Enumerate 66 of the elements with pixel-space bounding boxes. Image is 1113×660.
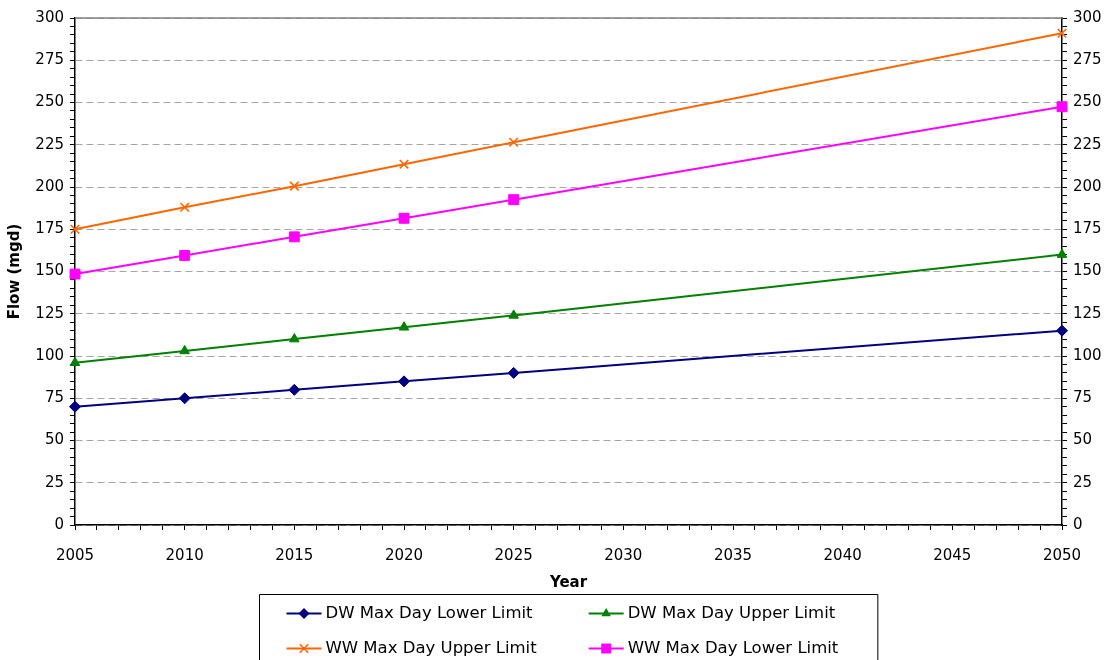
point (1056, 28, 1068, 39)
point (288, 231, 300, 243)
x-axis-title: Year (548, 572, 588, 591)
y-tick-label: 300 (35, 7, 64, 26)
legend-label: DW Max Day Upper Limit (627, 602, 836, 622)
point (69, 268, 81, 280)
point (289, 333, 300, 343)
x-tick-label: 2005 (55, 545, 95, 564)
x-tick-label: 2025 (494, 545, 533, 564)
point (508, 137, 519, 148)
y2-tick-label: 50 (1073, 430, 1093, 449)
x-tick-label: 2035 (713, 545, 753, 564)
y-tick-label: 200 (35, 176, 64, 195)
x-tick-label: 2030 (604, 545, 643, 564)
point (398, 375, 410, 388)
y-tick-label: 175 (35, 219, 64, 238)
point (398, 159, 410, 170)
y2-tick-label: 225 (1073, 134, 1102, 153)
y-tick-label: 250 (35, 92, 64, 111)
y2-tick-label: 100 (1073, 345, 1102, 364)
point (507, 366, 520, 379)
y2-tick-label: 275 (1073, 50, 1102, 69)
y2-tick-label: 150 (1073, 261, 1102, 280)
x-tick-label: 2050 (1042, 545, 1082, 564)
y2-tick-label: 250 (1073, 92, 1102, 111)
point (69, 224, 81, 235)
x-tick-label: 2015 (275, 545, 314, 564)
point (1056, 324, 1068, 337)
y2-tick-label: 300 (1073, 7, 1102, 26)
point (179, 250, 191, 261)
y-tick-label: 75 (44, 388, 64, 407)
x-tick-label: 2045 (933, 545, 972, 564)
point (508, 309, 519, 319)
point (289, 181, 300, 192)
point (398, 321, 410, 331)
legend-label: DW Max Day Lower Limit (325, 602, 534, 622)
y-tick-label: 100 (35, 345, 64, 364)
y-axis-title: Flow (mgd) (4, 223, 23, 320)
x-tick-label: 2020 (384, 545, 424, 564)
y2-tick-label: 125 (1073, 303, 1102, 322)
y-tick-label: 0 (54, 514, 64, 533)
point (69, 400, 81, 413)
y2-tick-label: 75 (1073, 388, 1093, 407)
y-tick-label: 225 (35, 134, 64, 153)
y-tick-label: 50 (44, 430, 64, 449)
y2-tick-label: 25 (1073, 472, 1093, 491)
point (398, 212, 410, 224)
y-tick-label: 150 (35, 261, 64, 280)
x-tick-label: 2040 (823, 545, 862, 564)
point (1056, 248, 1068, 258)
y2-tick-label: 200 (1073, 176, 1102, 195)
legend-label: WW Max Day Lower Limit (627, 637, 839, 657)
y-tick-label: 25 (44, 472, 64, 491)
y2-tick-label: 175 (1073, 219, 1102, 238)
point (179, 202, 190, 213)
y2-tick-label: 0 (1073, 514, 1083, 533)
y-tick-label: 125 (35, 303, 64, 322)
point (69, 356, 81, 367)
point (288, 383, 301, 396)
point (178, 392, 191, 405)
y-tick-label: 275 (35, 50, 64, 69)
point (179, 344, 190, 355)
point (508, 194, 520, 206)
point (1056, 101, 1068, 113)
x-tick-label: 2010 (165, 545, 204, 564)
legend-label: WW Max Day Upper Limit (325, 637, 538, 657)
